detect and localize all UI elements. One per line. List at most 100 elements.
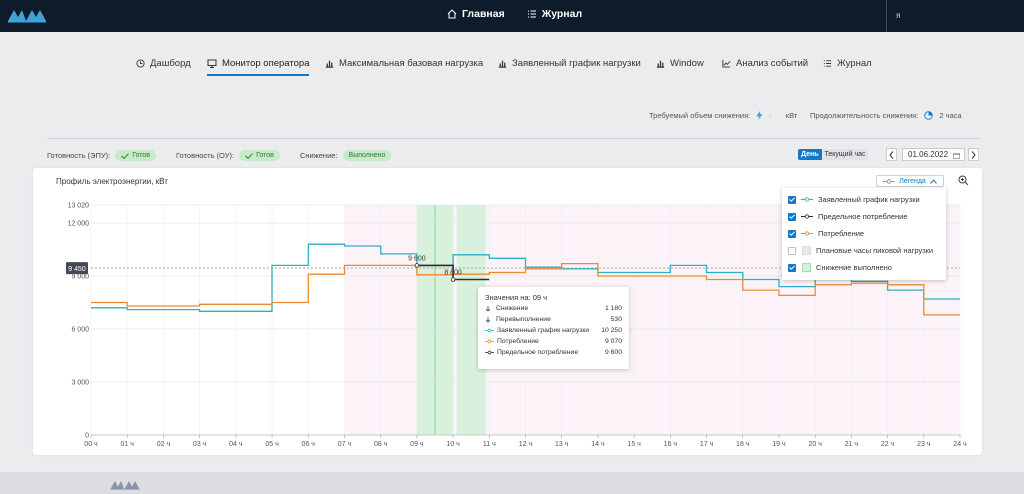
required-volume-value: - (769, 111, 772, 120)
legend-item-consumption[interactable]: Потребление (788, 229, 864, 238)
tooltip-value: 530 (610, 316, 622, 323)
orange-line-icon (485, 339, 494, 344)
arrow-down-icon (485, 305, 491, 312)
checkbox-checked-icon[interactable] (788, 195, 796, 204)
bar-chart-icon (498, 60, 507, 68)
tab-event-analysis[interactable]: Анализ событий (722, 58, 808, 69)
tooltip-label: Перевыполнение (496, 316, 551, 323)
chart-title: Профиль электроэнергии, кВт (56, 177, 168, 186)
pink-swatch-icon (802, 246, 811, 255)
tab-bar: Дашборд Монитор оператора Максимальная б… (0, 32, 1024, 92)
tooltip-label: Снижение (496, 305, 529, 312)
status-epu-badge: Готов (115, 150, 156, 161)
legend-item-declared[interactable]: Заявленный график нагрузки (788, 195, 920, 204)
legend-item-declared-label: Заявленный график нагрузки (818, 195, 920, 204)
status-epu-value: Готов (132, 152, 150, 159)
checkbox-checked-icon[interactable] (788, 263, 796, 272)
required-volume: Требуемый объем снижения: - кВт (649, 111, 797, 120)
checkbox-unchecked-icon[interactable] (788, 246, 796, 255)
status-reduction-value: Выполнено (348, 152, 386, 159)
tab-window[interactable]: Window (656, 58, 704, 69)
bar-chart-icon (656, 60, 665, 68)
dark-line-icon (801, 214, 813, 219)
footer (0, 472, 1024, 494)
tooltip-row-limit: Предельное потребление 9 600 (485, 349, 622, 356)
nav-journal-label: Журнал (541, 8, 583, 20)
tooltip-label: Заявленный график нагрузки (497, 327, 590, 334)
legend-item-peak-hours[interactable]: Плановые часы пиковой нагрузки (788, 246, 933, 255)
tab-operator-monitor[interactable]: Монитор оператора (207, 58, 310, 76)
arrow-down-icon (485, 316, 491, 323)
home-icon (447, 9, 457, 19)
status-ou-value: Готов (256, 152, 274, 159)
required-volume-label: Требуемый объем снижения: (649, 111, 751, 120)
dark-line-icon (485, 350, 494, 355)
legend-item-consumption-label: Потребление (818, 229, 865, 238)
next-date-button[interactable] (968, 148, 979, 161)
legend-popup: Заявленный график нагрузки Предельное по… (782, 188, 946, 280)
tab-max-base-load-label: Максимальная базовая нагрузка (339, 58, 484, 69)
chevron-left-icon (889, 150, 894, 159)
chart-tooltip: Значения на: 09 ч Снижение 1 180 Перевып… (478, 287, 629, 369)
tab-journal[interactable]: Журнал (823, 58, 872, 69)
reduction-duration-label: Продолжительность снижения: (810, 111, 919, 120)
check-icon (121, 152, 130, 159)
period-day-button[interactable]: День (798, 149, 822, 160)
nav-journal[interactable]: Журнал (527, 8, 582, 20)
required-volume-unit: кВт (785, 111, 798, 120)
list-icon (527, 10, 536, 18)
reduction-duration-value: 2 часа (939, 111, 962, 120)
pie-clock-icon (924, 111, 934, 120)
tooltip-row-declared: Заявленный график нагрузки 10 250 (485, 327, 622, 334)
clock-icon (136, 59, 145, 68)
period-current-hour-button[interactable]: Текущий час (821, 149, 869, 160)
amika-logo[interactable] (6, 6, 48, 24)
list-icon (823, 60, 832, 67)
user-menu[interactable]: я (886, 0, 1024, 32)
nav-home[interactable]: Главная (447, 8, 505, 20)
tab-dashboard-label: Дашборд (150, 58, 191, 69)
legend-button[interactable]: Легенда (876, 175, 944, 187)
legend-button-label: Легенда (899, 177, 926, 185)
tab-operator-monitor-label: Монитор оператора (222, 58, 310, 69)
check-icon (245, 152, 253, 159)
zoom-in-icon (958, 175, 969, 186)
tab-dashboard[interactable]: Дашборд (136, 58, 191, 69)
chevron-up-icon (929, 178, 937, 184)
tooltip-value: 1 180 (604, 305, 622, 312)
bar-chart-icon (325, 60, 334, 68)
status-ou-label: Готовность (ОУ): (176, 151, 235, 160)
legend-line-icon (883, 178, 896, 184)
status-ou-badge: Готов (239, 150, 280, 161)
legend-item-reduction-done[interactable]: Снижение выполнено (788, 263, 892, 272)
line-chart-icon (722, 59, 731, 68)
teal-line-icon (801, 197, 813, 202)
monitor-icon (207, 59, 217, 68)
status-epu: Готовность (ЭПУ): Готов (47, 150, 156, 161)
user-initial: я (896, 11, 901, 20)
top-bar: Главная Журнал я (0, 0, 1024, 32)
tooltip-row-consumption: Потребление 9 070 (485, 338, 622, 345)
calendar-icon (953, 152, 960, 159)
orange-line-icon (801, 231, 813, 236)
tab-journal-label: Журнал (837, 58, 872, 69)
checkbox-checked-icon[interactable] (788, 212, 796, 221)
tooltip-row-overfulfilment: Перевыполнение 530 (485, 316, 622, 323)
chevron-right-icon (971, 150, 976, 159)
tooltip-label: Предельное потребление (497, 349, 579, 356)
tab-max-base-load[interactable]: Максимальная базовая нагрузка (325, 58, 483, 69)
tooltip-value: 10 250 (601, 327, 622, 334)
zoom-button[interactable] (958, 175, 970, 187)
green-swatch-icon (802, 263, 811, 272)
legend-item-peak-hours-label: Плановые часы пиковой нагрузки (816, 246, 934, 255)
period-toggle: День Текущий час (798, 149, 869, 160)
lightning-icon (756, 111, 763, 120)
legend-item-limit-label: Предельное потребление (818, 212, 908, 221)
tab-declared-schedule[interactable]: Заявленный график нагрузки (498, 58, 641, 69)
prev-date-button[interactable] (886, 148, 897, 161)
legend-item-reduction-done-label: Снижение выполнено (816, 263, 892, 272)
checkbox-checked-icon[interactable] (788, 229, 796, 238)
date-picker[interactable]: 01.06.2022 (902, 148, 965, 161)
status-reduction-badge: Выполнено (342, 150, 392, 161)
legend-item-limit[interactable]: Предельное потребление (788, 212, 908, 221)
